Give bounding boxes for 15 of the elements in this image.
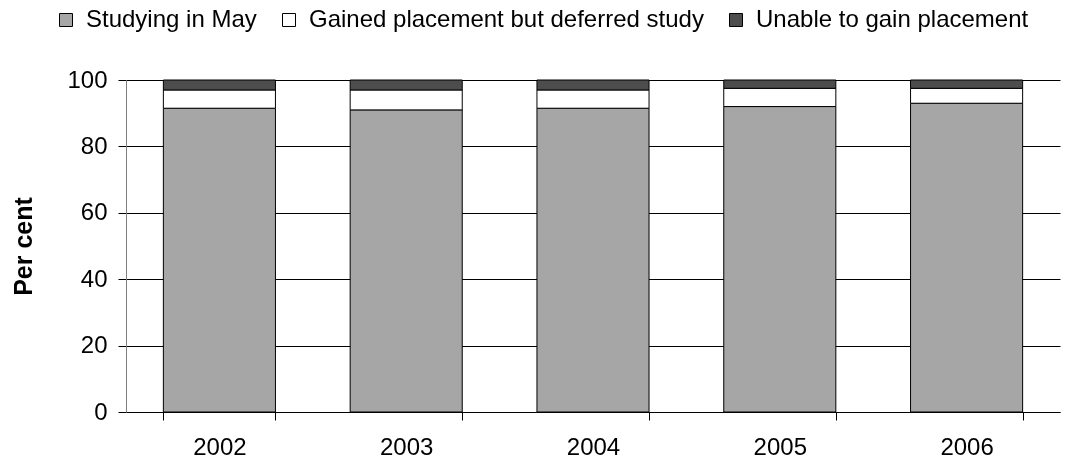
y-tick-label: 40	[80, 264, 108, 292]
x-tick-label: 2004	[566, 432, 621, 459]
x-tick-label: 2003	[380, 432, 434, 459]
legend-label: Gained placement but deferred study	[309, 5, 704, 32]
legend-label: Studying in May	[86, 5, 257, 32]
y-tick-label: 60	[80, 198, 108, 226]
y-axis-title: Per cent	[9, 196, 38, 296]
y-tick-label: 80	[80, 131, 108, 159]
x-tick-label: 2005	[753, 432, 807, 459]
legend-label: Unable to gain placement	[756, 5, 1029, 32]
y-tick-label: 0	[94, 397, 108, 425]
y-tick-label: 20	[80, 331, 108, 359]
y-tick-label: 100	[67, 65, 108, 93]
x-tick-label: 2006	[940, 432, 994, 459]
x-tick-label: 2002	[193, 432, 247, 459]
